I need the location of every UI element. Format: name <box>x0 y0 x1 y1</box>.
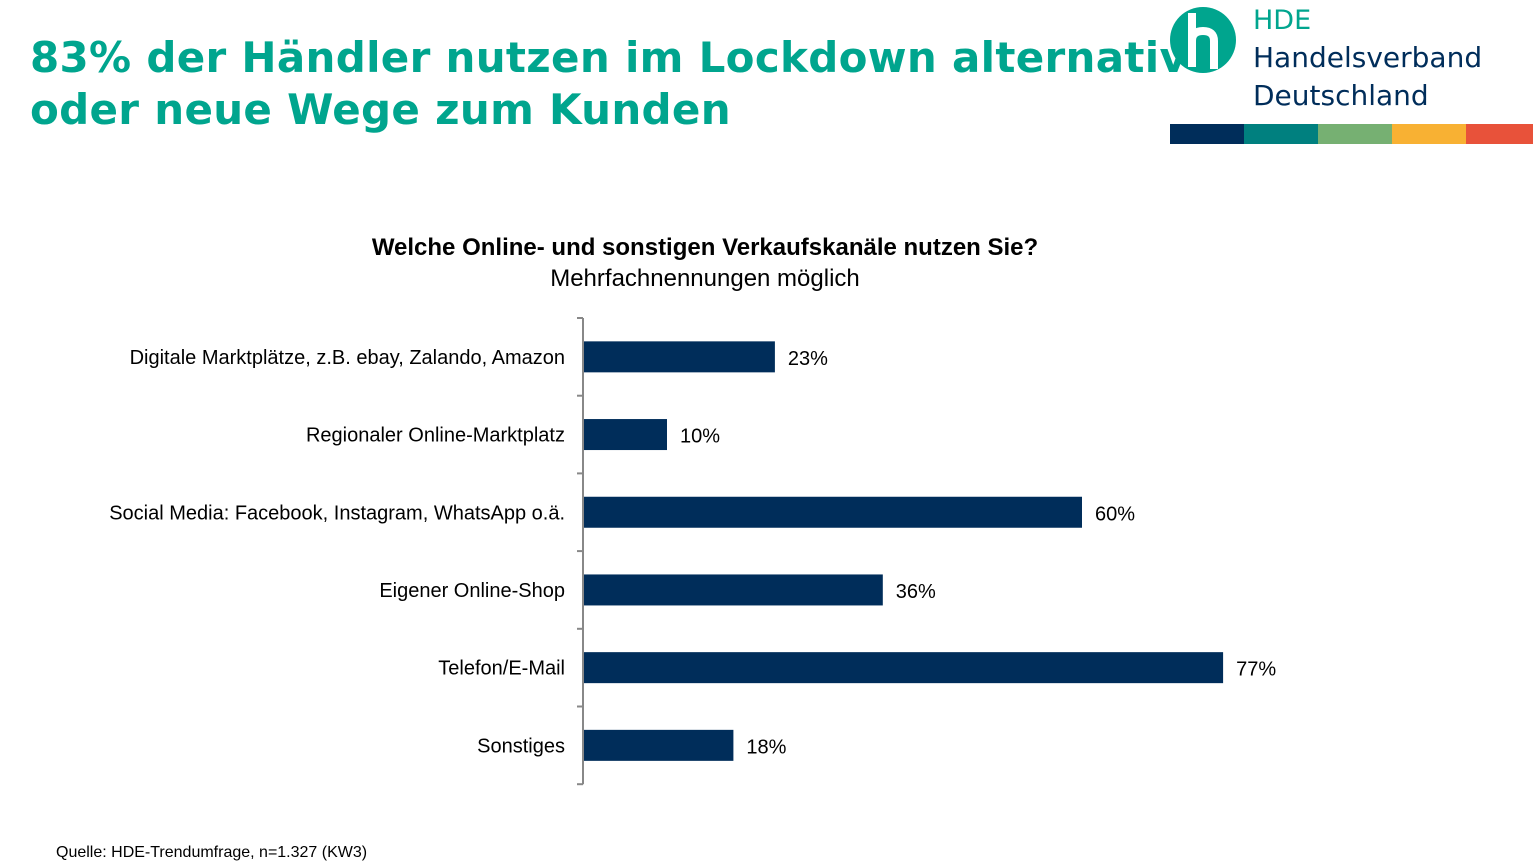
bar <box>584 496 1082 528</box>
logo-stripe <box>1466 124 1533 144</box>
logo-stripe <box>1318 124 1392 144</box>
bar <box>584 652 1224 684</box>
category-label: Social Media: Facebook, Instagram, Whats… <box>109 502 565 524</box>
data-label: 77% <box>1236 659 1276 681</box>
category-label: Digitale Marktplätze, z.B. ebay, Zalando… <box>130 347 565 369</box>
bar <box>584 729 734 761</box>
logo-stripe <box>1170 124 1244 144</box>
logo-stripe <box>1244 124 1318 144</box>
category-label: Regionaler Online-Marktplatz <box>306 425 565 447</box>
data-label: 60% <box>1095 503 1135 525</box>
logo-color-stripes <box>1170 124 1533 144</box>
chart-title: Welche Online- und sonstigen Verkaufskan… <box>371 234 1039 261</box>
logo-abbr: HDE <box>1253 5 1312 36</box>
data-label: 18% <box>746 736 786 758</box>
bar <box>584 574 883 606</box>
bar <box>584 341 775 373</box>
chart-subtitle: Mehrfachnennungen möglich <box>550 265 860 292</box>
category-label: Telefon/E-Mail <box>438 658 565 680</box>
logo-line-2: Deutschland <box>1253 79 1429 112</box>
hde-logo-mark-icon <box>1170 7 1236 73</box>
logo-line-1: Handelsverband <box>1253 41 1483 74</box>
page-title-line-2: oder neue Wege zum Kunden <box>30 85 731 134</box>
page-title-line-1: 83% der Händler nutzen im Lockdown alter… <box>30 33 1216 82</box>
data-label: 23% <box>788 348 828 370</box>
logo-stripe <box>1392 124 1466 144</box>
bar <box>584 419 667 451</box>
data-label: 36% <box>896 581 936 603</box>
category-label: Sonstiges <box>477 735 565 757</box>
source-note: Quelle: HDE-Trendumfrage, n=1.327 (KW3) <box>56 844 368 861</box>
category-label: Eigener Online-Shop <box>379 580 565 602</box>
hde-logo: HDE Handelsverband Deutschland <box>1170 5 1533 145</box>
data-label: 10% <box>680 426 720 448</box>
page-title: 83% der Händler nutzen im Lockdown alter… <box>30 32 1216 136</box>
